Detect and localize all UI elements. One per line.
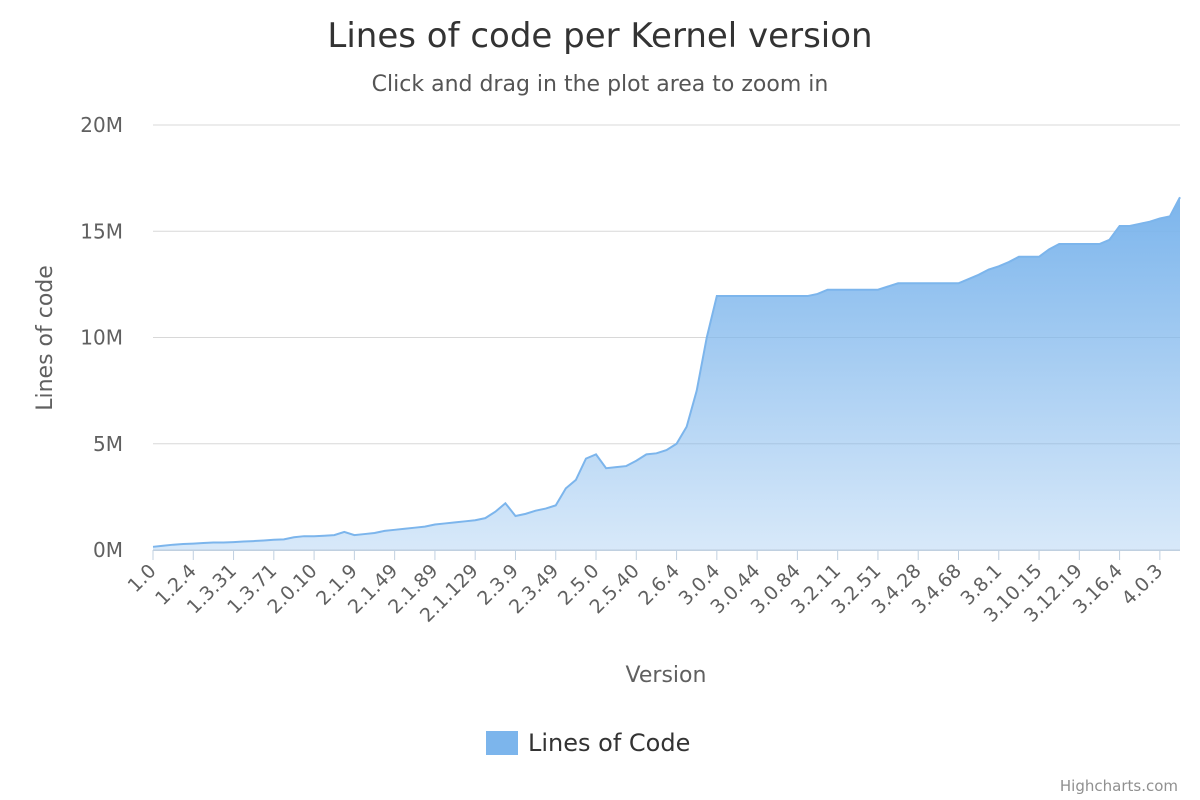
y-tick-label: 15M: [80, 219, 123, 243]
legend-swatch: [486, 731, 518, 755]
legend-label: Lines of Code: [528, 729, 690, 757]
credits[interactable]: Highcharts.com: [1060, 777, 1178, 795]
y-tick-label: 0M: [93, 538, 123, 562]
area-line: [152, 196, 1181, 548]
y-tick-label: 5M: [93, 432, 123, 456]
y-axis-title: Lines of code: [33, 265, 58, 411]
x-tick-label: 2.6.4: [634, 560, 684, 610]
y-tick-label: 10M: [80, 326, 123, 350]
legend-item[interactable]: Lines of Code: [486, 729, 690, 757]
chart-subtitle: Click and drag in the plot area to zoom …: [372, 72, 829, 97]
x-axis-title: Version: [626, 663, 707, 688]
y-tick-label: 20M: [80, 113, 123, 137]
area-fill: [153, 197, 1180, 550]
chart-title: Lines of code per Kernel version: [327, 16, 872, 56]
x-tick-label: 4.0.3: [1118, 560, 1168, 610]
